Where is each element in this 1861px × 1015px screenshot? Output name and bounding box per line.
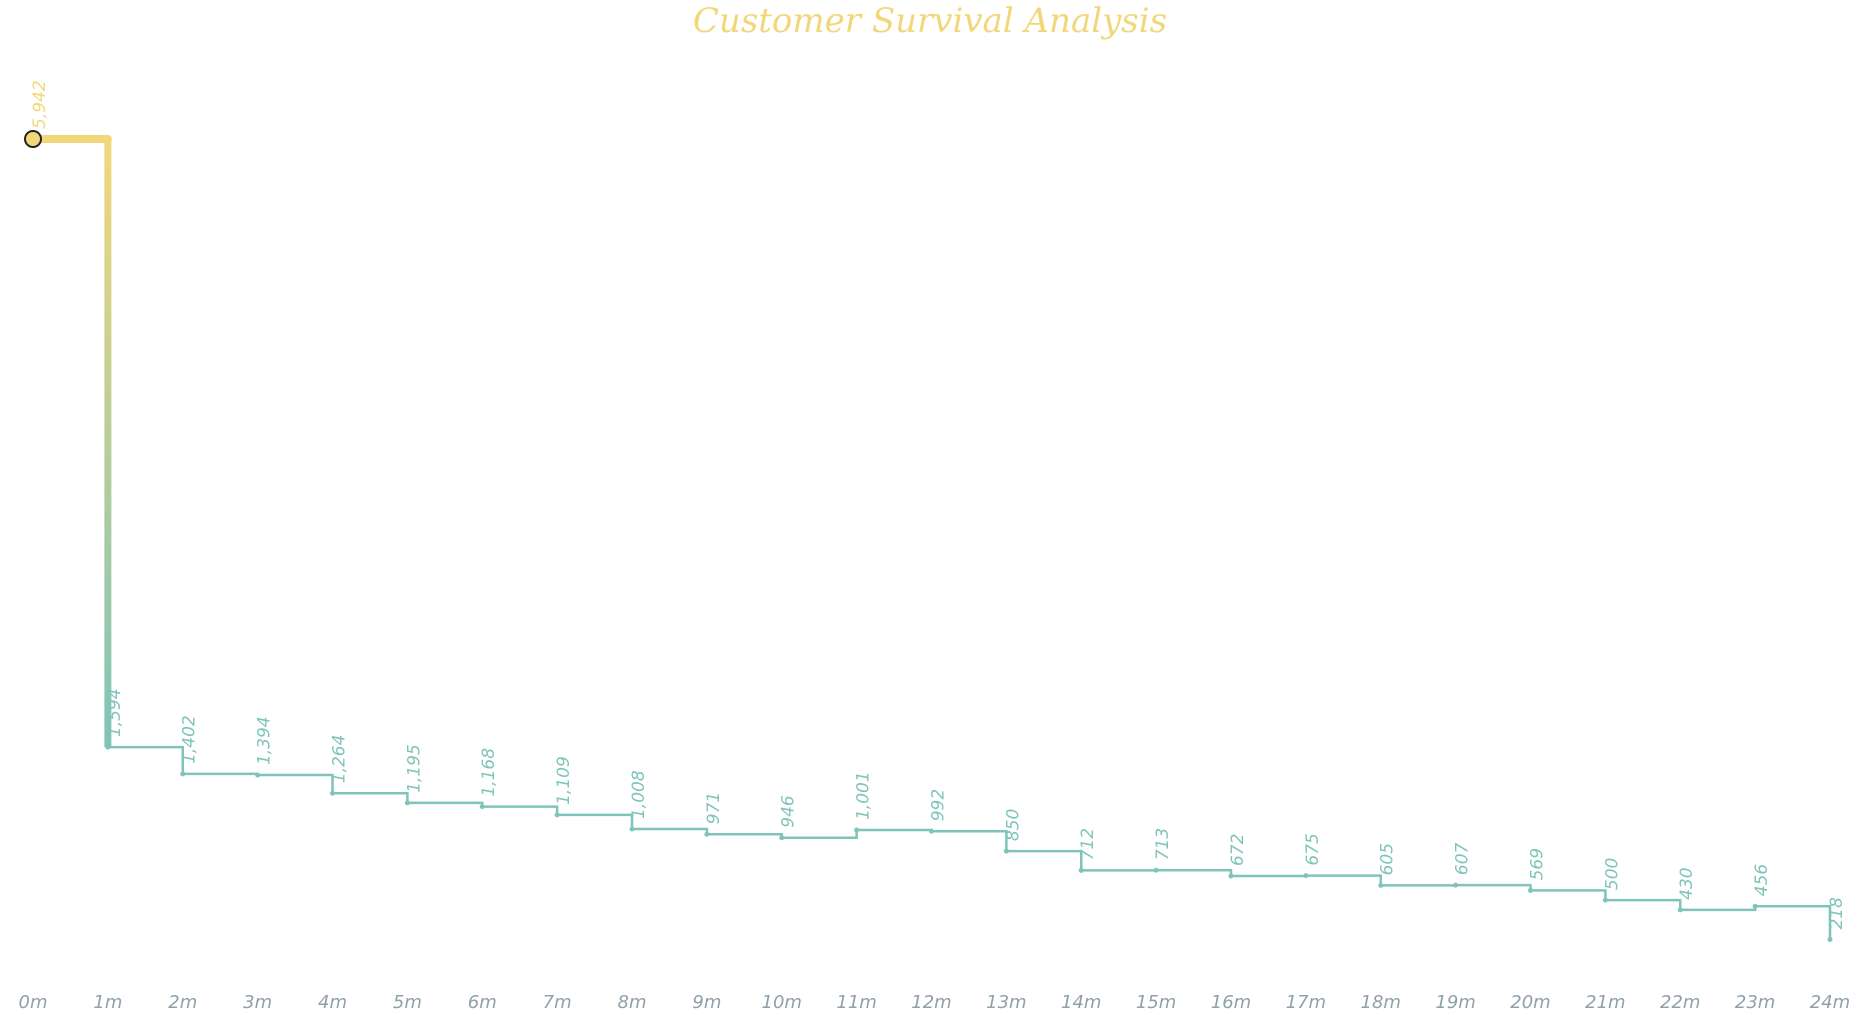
data-label-11: 1,001 <box>854 771 874 820</box>
data-point-20 <box>1528 887 1533 893</box>
x-tick-label-10: 10m <box>762 992 802 1013</box>
data-label-20: 569 <box>1528 848 1548 880</box>
x-tick-label-16: 16m <box>1211 992 1251 1013</box>
x-tick-label-8: 8m <box>618 992 647 1013</box>
data-label-1: 1,594 <box>105 688 125 737</box>
x-tick-label-13: 13m <box>986 992 1026 1013</box>
data-point-16 <box>1228 873 1234 879</box>
data-label-24: 218 <box>1827 897 1847 930</box>
data-label-14: 712 <box>1078 828 1098 860</box>
data-point-22 <box>1677 907 1683 913</box>
x-tick-label-17: 17m <box>1286 992 1326 1013</box>
x-tick-label-18: 18m <box>1361 992 1401 1013</box>
x-tick-label-24: 24m <box>1810 992 1850 1013</box>
data-point-13 <box>1003 848 1009 854</box>
data-point-19 <box>1453 882 1459 888</box>
chart-title: Customer Survival Analysis <box>693 1 1167 41</box>
data-point-7 <box>554 812 560 818</box>
data-point-18 <box>1378 882 1384 888</box>
data-point-11 <box>854 827 860 833</box>
data-label-17: 675 <box>1303 833 1323 865</box>
data-point-0 <box>24 130 42 148</box>
x-tick-label-5: 5m <box>393 992 422 1013</box>
data-point-6 <box>479 804 485 810</box>
data-label-12: 992 <box>929 789 949 821</box>
data-label-3: 1,394 <box>255 716 275 765</box>
data-point-9 <box>704 831 710 837</box>
data-point-15 <box>1153 867 1159 873</box>
data-label-5: 1,195 <box>404 744 424 793</box>
data-point-24 <box>1827 937 1833 943</box>
x-tick-label-21: 21m <box>1585 992 1625 1013</box>
x-tick-label-3: 3m <box>243 992 272 1013</box>
data-point-21 <box>1602 897 1608 903</box>
data-label-22: 430 <box>1677 867 1697 899</box>
x-tick-label-23: 23m <box>1735 992 1775 1013</box>
step-line <box>107 745 1832 940</box>
x-tick-label-7: 7m <box>543 992 572 1013</box>
x-tick-label-1: 1m <box>93 992 122 1013</box>
step-drop-1 <box>104 139 112 748</box>
x-tick-label-9: 9m <box>692 992 721 1013</box>
data-point-14 <box>1078 867 1084 873</box>
data-label-15: 713 <box>1153 828 1173 860</box>
data-point-10 <box>779 835 785 841</box>
data-point-2 <box>180 771 186 777</box>
data-label-18: 605 <box>1378 843 1398 875</box>
data-point-12 <box>929 828 934 834</box>
data-point-5 <box>404 800 410 806</box>
series-layer <box>24 130 1833 943</box>
x-tick-label-14: 14m <box>1061 992 1101 1013</box>
data-label-19: 607 <box>1453 842 1473 875</box>
data-label-7: 1,109 <box>554 756 574 805</box>
x-tick-label-20: 20m <box>1510 992 1550 1013</box>
data-point-23 <box>1752 903 1758 909</box>
data-label-8: 1,008 <box>629 770 649 819</box>
x-tick-label-15: 15m <box>1136 992 1176 1013</box>
x-tick-label-19: 19m <box>1435 992 1475 1013</box>
x-tick-label-22: 22m <box>1660 992 1700 1013</box>
data-label-10: 946 <box>779 795 799 828</box>
data-label-23: 456 <box>1752 864 1772 897</box>
x-tick-label-2: 2m <box>168 992 197 1013</box>
data-point-4 <box>330 790 335 796</box>
data-label-21: 500 <box>1602 858 1622 890</box>
data-label-9: 971 <box>704 792 724 824</box>
data-point-3 <box>255 772 261 778</box>
x-tick-label-11: 11m <box>836 992 876 1013</box>
data-label-0: 5,942 <box>30 80 50 129</box>
x-tick-label-0: 0m <box>19 992 48 1013</box>
data-labels: 5,942 1,594 1,402 1,394 1,264 1,195 1,168 1,109… <box>30 80 1847 929</box>
data-point-1 <box>105 744 111 750</box>
data-label-6: 1,168 <box>479 748 499 797</box>
x-tick-label-4: 4m <box>318 992 347 1013</box>
data-label-4: 1,264 <box>330 735 350 784</box>
x-tick-label-6: 6m <box>468 992 497 1013</box>
x-tick-label-12: 12m <box>911 992 951 1013</box>
data-point-8 <box>629 826 635 832</box>
x-axis-ticks: 0m 1m 2m 3m 4m 5m 6m 7m 8m 9m 10m 11m 12m 13m 14m 15m 16… <box>19 992 1851 1013</box>
data-label-16: 672 <box>1228 834 1248 866</box>
data-point-17 <box>1303 873 1309 879</box>
data-label-13: 850 <box>1003 809 1023 841</box>
data-label-2: 1,402 <box>180 715 200 764</box>
